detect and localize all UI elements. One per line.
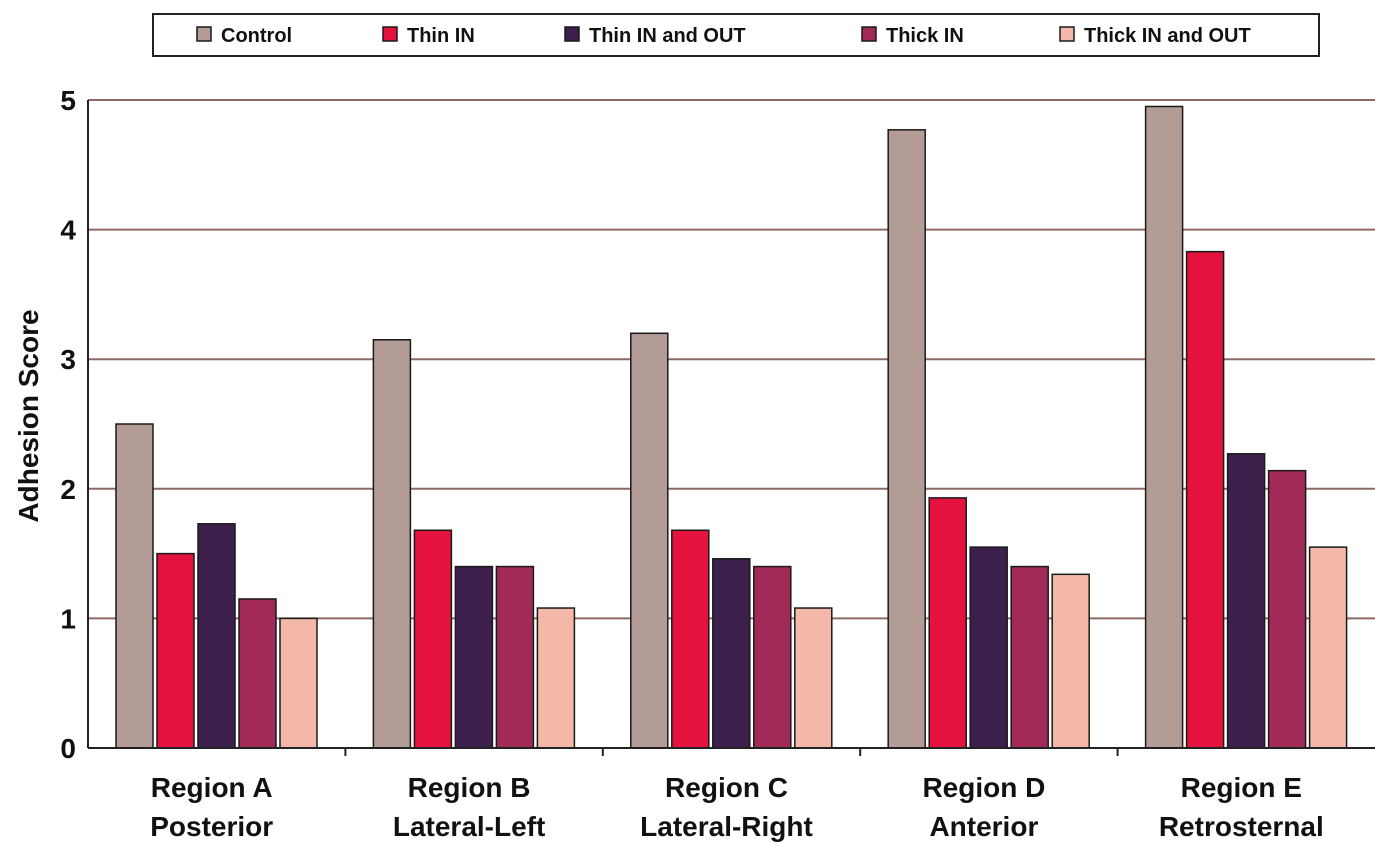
x-category-sublabel: Posterior (150, 811, 273, 842)
y-axis-label: Adhesion Score (13, 309, 44, 522)
y-tick-label: 1 (60, 603, 76, 634)
x-category-label: Region B (408, 772, 531, 803)
bar (115, 423, 154, 749)
y-tick-label: 0 (60, 733, 76, 764)
legend-swatch (382, 26, 398, 42)
bars (115, 105, 1348, 749)
legend-label: Thick IN and OUT (1084, 25, 1251, 47)
bar (887, 129, 926, 749)
x-category-label: Region C (665, 772, 788, 803)
legend-label: Thin IN and OUT (589, 25, 746, 47)
bar (1267, 469, 1307, 749)
bar (197, 523, 236, 749)
bar (969, 546, 1008, 749)
bar (156, 552, 195, 749)
legend: Control Thin IN Thin IN and OUT Thick IN Thi… (152, 13, 1320, 57)
x-category-label: Region A (151, 772, 273, 803)
x-category-sublabel: Lateral-Left (393, 811, 545, 842)
x-category-sublabel: Retrosternal (1159, 811, 1324, 842)
legend-box (152, 13, 1320, 57)
bar (794, 607, 833, 749)
bar (928, 497, 967, 749)
bar (413, 529, 453, 749)
legend-label: Thick IN (886, 25, 964, 47)
y-tick-label: 5 (60, 85, 76, 116)
x-category-sublabel: Lateral-Right (640, 811, 813, 842)
bar (671, 529, 710, 749)
y-tick-label: 3 (60, 344, 76, 375)
bar (372, 339, 412, 749)
bar (712, 558, 751, 749)
bar (1226, 453, 1266, 749)
legend-swatch (861, 26, 877, 42)
bar (279, 617, 318, 749)
bar (1010, 565, 1049, 749)
bar (630, 332, 669, 749)
bar (1144, 105, 1184, 749)
y-tick-label: 2 (60, 474, 76, 505)
bar (1185, 250, 1225, 749)
bar (1308, 546, 1348, 749)
legend-label: Control (221, 25, 292, 47)
x-axis: Region A Posterior Region B Lateral-Left Reg… (88, 747, 1375, 842)
y-tick-label: 4 (60, 215, 76, 246)
bar (454, 565, 494, 749)
x-category-sublabel: Anterior (929, 811, 1038, 842)
bar (238, 598, 277, 749)
legend-swatch (196, 26, 212, 42)
bar (495, 565, 535, 749)
legend-swatch (1059, 26, 1075, 42)
bar (753, 565, 792, 749)
y-axis: Adhesion Score 0 1 2 3 4 5 (13, 85, 89, 764)
x-category-label: Region E (1181, 772, 1302, 803)
bar (1051, 573, 1090, 749)
x-category-label: Region D (922, 772, 1045, 803)
bar (536, 607, 576, 749)
legend-swatch (564, 26, 580, 42)
legend-label: Thin IN (407, 25, 475, 47)
